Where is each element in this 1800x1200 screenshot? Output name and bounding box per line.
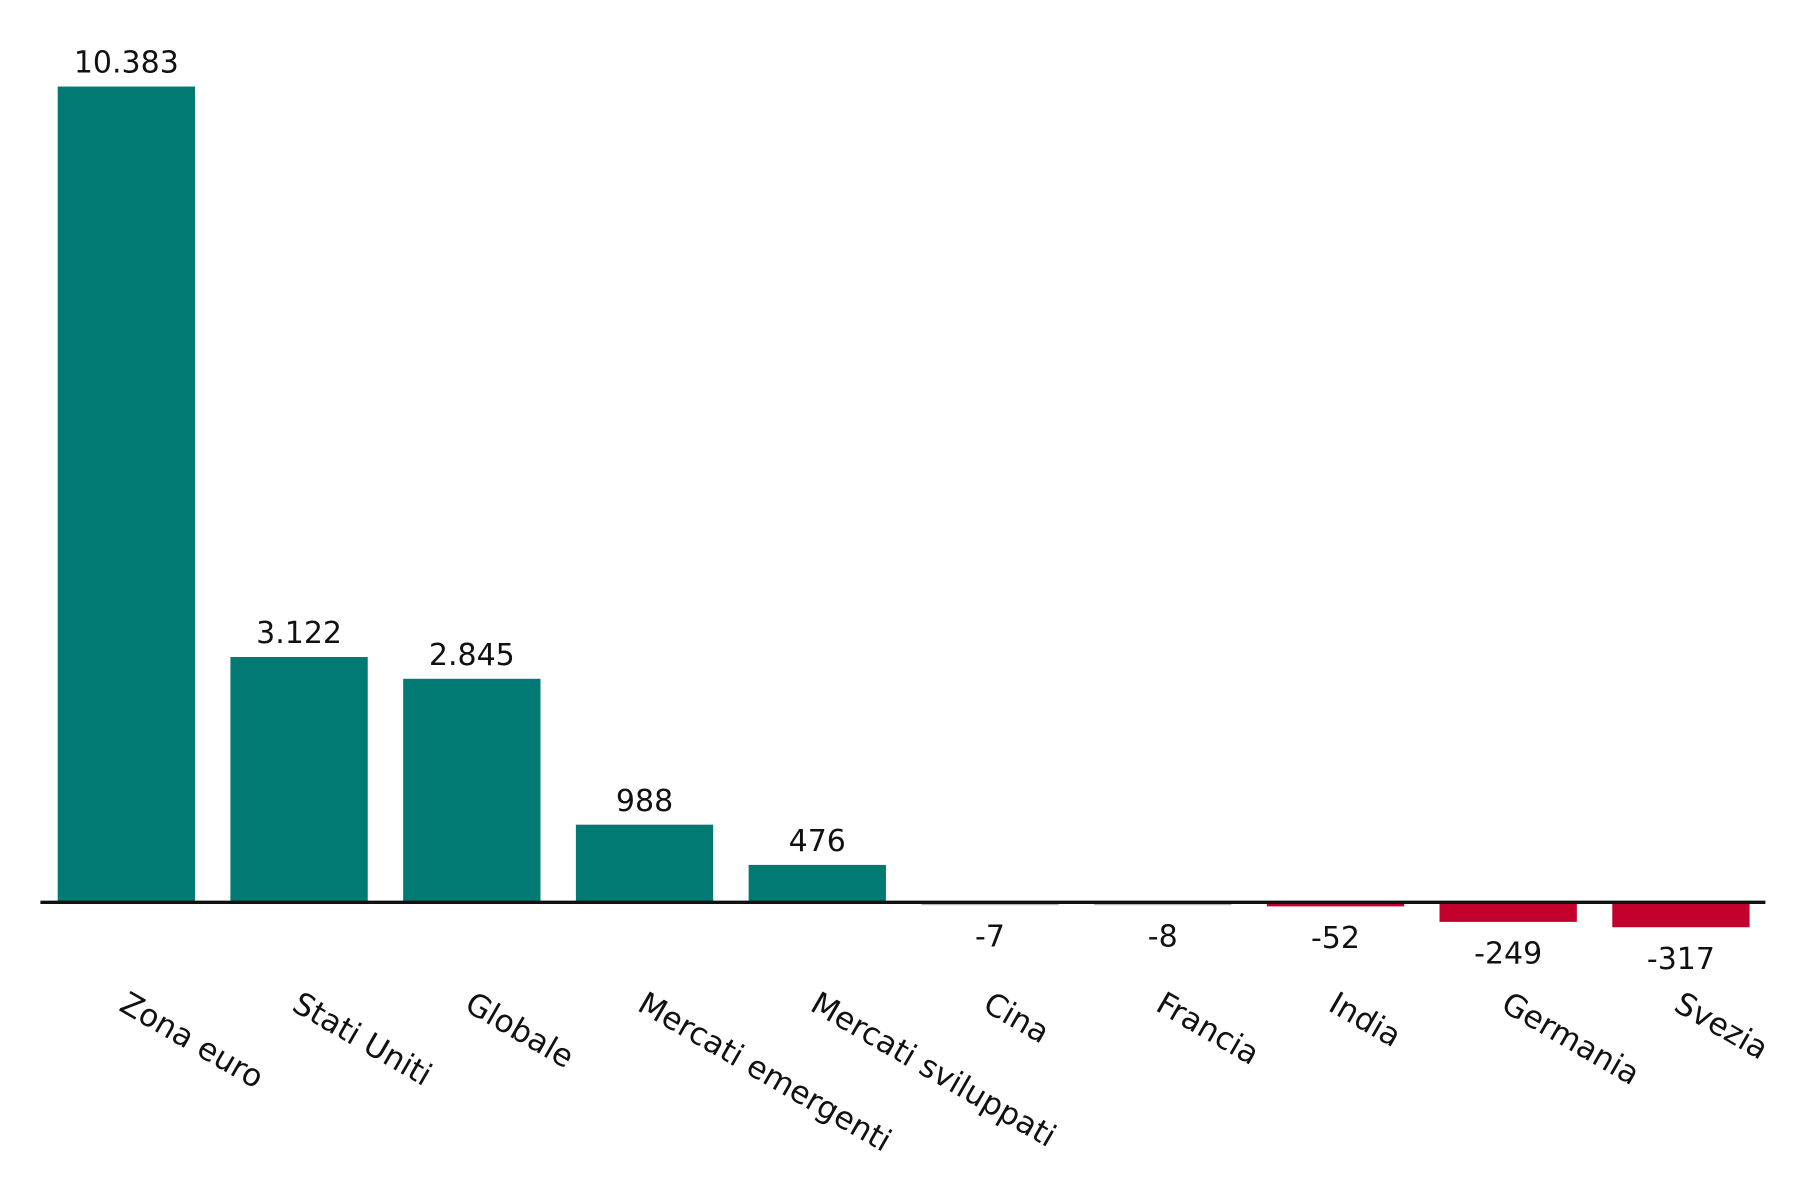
- value-label: -8: [1148, 920, 1178, 955]
- bar-globale: [403, 678, 541, 903]
- category-label: Francia: [1150, 985, 1265, 1072]
- value-label: 988: [616, 784, 673, 819]
- value-label: -317: [1647, 942, 1715, 977]
- bar-germania: [1439, 902, 1577, 922]
- category-label: Zona euro: [114, 985, 270, 1096]
- bar-india: [1266, 902, 1405, 907]
- category-label: Germania: [1496, 985, 1646, 1092]
- category-label: Globale: [459, 985, 580, 1075]
- value-label: -52: [1311, 921, 1360, 956]
- category-label: Cina: [977, 985, 1055, 1051]
- category-label: India: [1323, 985, 1407, 1054]
- bars: [57, 86, 1750, 928]
- category-label: Stati Uniti: [286, 985, 437, 1093]
- value-label: -7: [975, 920, 1005, 955]
- category-label: Svezia: [1668, 985, 1774, 1067]
- bar-mercati-sviluppati: [748, 864, 886, 903]
- value-label: -249: [1474, 936, 1542, 971]
- value-label: 2.845: [429, 638, 515, 673]
- bar-svezia: [1612, 902, 1750, 928]
- bar-mercati-emergenti: [575, 824, 714, 903]
- value-label: 476: [789, 824, 846, 859]
- category-labels: Zona euro Stati Uniti Globale Mercati emerg…: [114, 985, 1774, 1159]
- value-label: 3.122: [256, 616, 342, 651]
- bar-stati-uniti: [230, 657, 368, 903]
- value-labels: 10.383 3.122 2.845 988 476 -7 -8 -52 -249 -317: [74, 46, 1715, 977]
- bar-zona-euro: [57, 86, 195, 903]
- value-label: 10.383: [74, 46, 179, 81]
